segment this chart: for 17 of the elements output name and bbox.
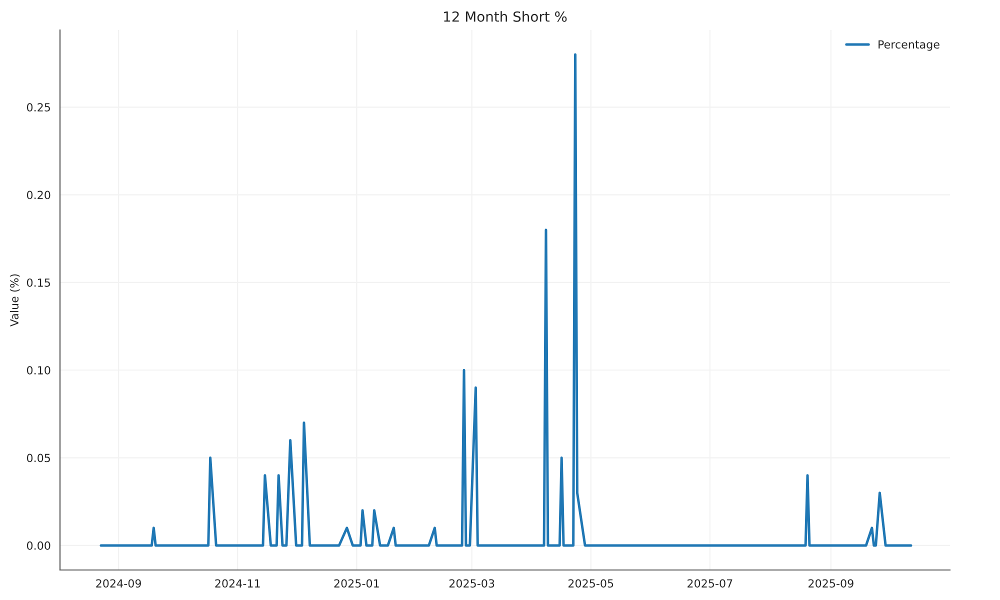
y-tick-label: 0.00 — [26, 541, 50, 550]
x-tick-label: 2025-01 — [334, 579, 379, 588]
x-tick-label: 2024-09 — [96, 579, 141, 588]
y-tick-label: 0.20 — [26, 190, 50, 200]
x-tick-label: 2025-03 — [449, 579, 494, 588]
x-tick-label: 2024-11 — [215, 579, 260, 588]
x-tick-label: 2025-07 — [688, 579, 732, 588]
y-axis-title: Value (%) — [10, 274, 20, 327]
y-tick-label: 0.05 — [26, 454, 50, 462]
chart-title: 12 Month Short % — [444, 11, 567, 22]
y-tick-label: 0.25 — [26, 103, 50, 112]
y-tick-label: 0.10 — [26, 366, 50, 375]
y-tick-label: 0.15 — [26, 278, 50, 287]
x-tick-label: 2025-09 — [808, 579, 854, 588]
line-series — [100, 53, 912, 547]
legend-label: Percentage — [878, 40, 940, 51]
x-tick-label: 2025-05 — [568, 579, 614, 588]
